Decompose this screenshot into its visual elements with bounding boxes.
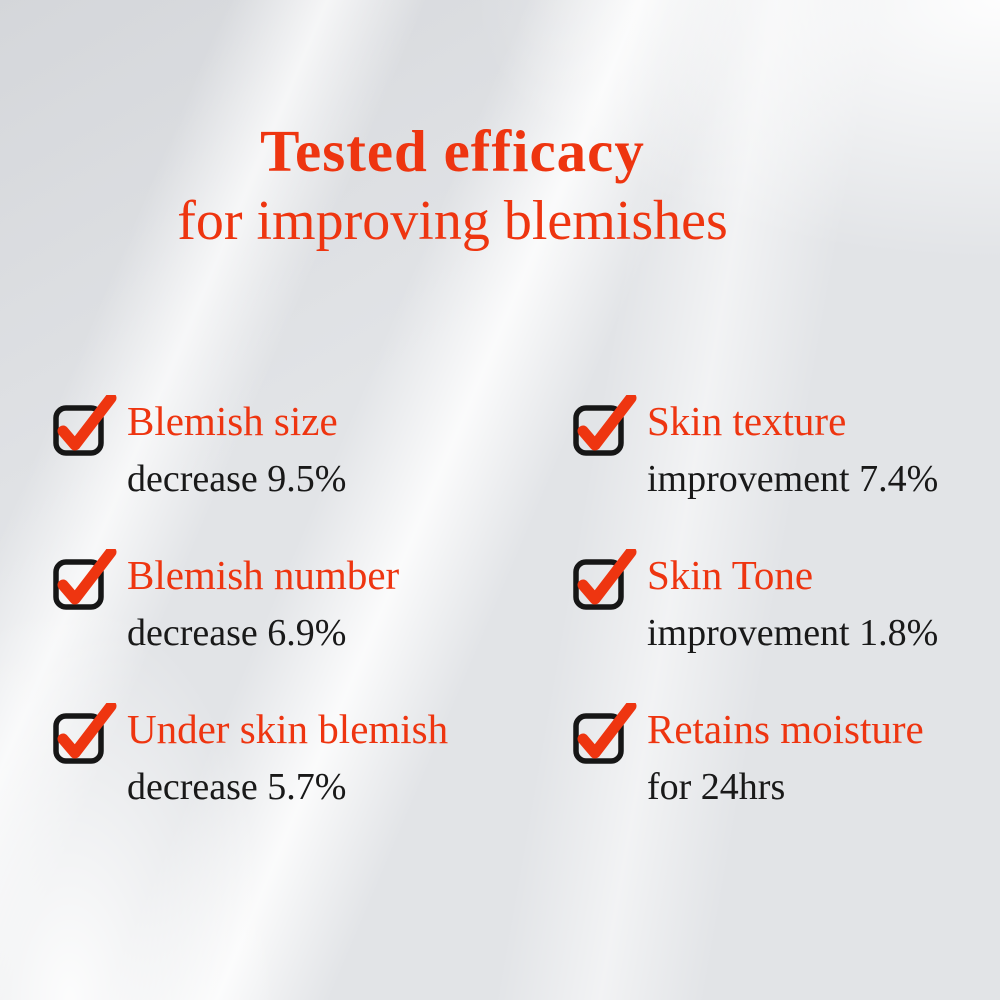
checkbox-checked-icon	[573, 703, 637, 764]
checkbox-checked-icon	[53, 703, 117, 764]
item-label: Skin Tone	[647, 552, 814, 598]
item-label: Skin texture	[647, 398, 847, 444]
item-label: Retains moisture	[647, 706, 924, 752]
header: Tested efficacy for improving blemishes	[0, 118, 905, 249]
page-subtitle: for improving blemishes	[177, 190, 728, 253]
item-detail: improvement 1.8%	[647, 612, 939, 655]
item-label: Under skin blemish	[127, 706, 449, 752]
checkbox-checked-icon	[573, 395, 637, 456]
efficacy-item-blemish-size: Blemish size decrease 9.5%	[52, 395, 572, 553]
checkbox-checked-icon	[53, 549, 117, 610]
efficacy-item-skin-tone: Skin Tone improvement 1.8%	[572, 549, 992, 707]
checkbox-checked-icon	[53, 395, 117, 456]
item-detail: decrease 6.9%	[127, 612, 347, 655]
page-title: Tested efficacy	[260, 118, 645, 184]
item-detail: improvement 7.4%	[647, 458, 939, 501]
efficacy-item-blemish-number: Blemish number decrease 6.9%	[52, 549, 572, 707]
efficacy-item-under-skin-blemish: Under skin blemish decrease 5.7%	[52, 703, 572, 861]
item-detail: decrease 9.5%	[127, 458, 347, 501]
item-label: Blemish number	[127, 552, 400, 598]
efficacy-item-retains-moisture: Retains moisture for 24hrs	[572, 703, 992, 861]
item-detail: decrease 5.7%	[127, 766, 347, 809]
checkbox-checked-icon	[573, 549, 637, 610]
item-label: Blemish size	[127, 398, 338, 444]
item-detail: for 24hrs	[647, 766, 786, 809]
efficacy-items-grid: Blemish size decrease 9.5% Blemish numbe…	[52, 395, 992, 861]
efficacy-item-skin-texture: Skin texture improvement 7.4%	[572, 395, 992, 553]
